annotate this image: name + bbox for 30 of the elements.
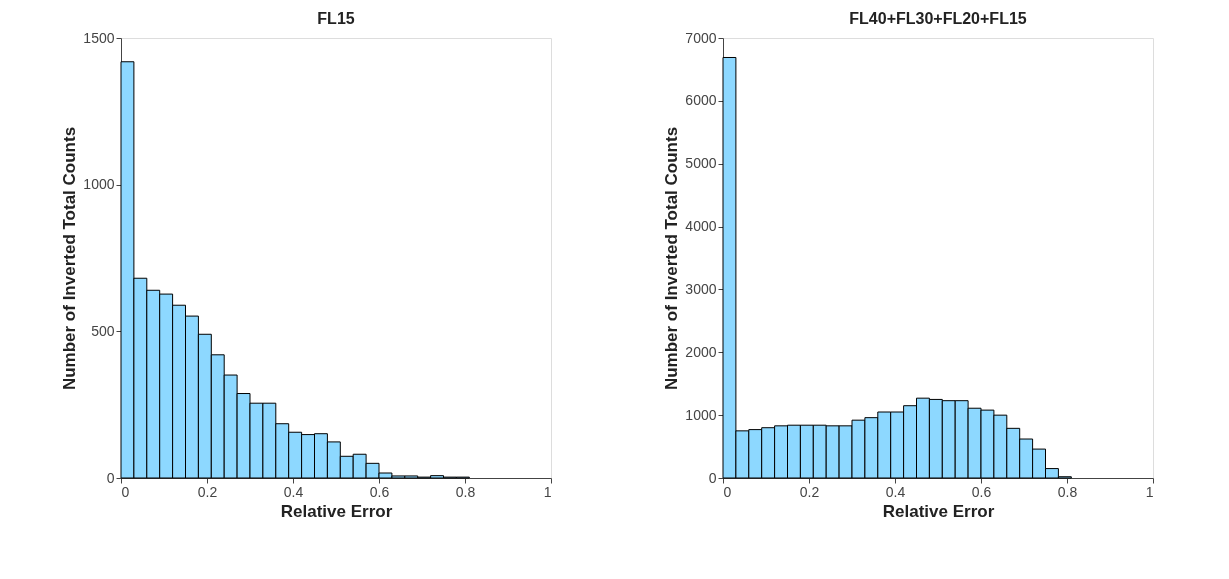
x-tick-label: 0.8 bbox=[455, 483, 476, 500]
y-tick-label: 1500 bbox=[83, 29, 115, 46]
y-tick-label: 500 bbox=[91, 322, 115, 339]
x-tick-label: 0 bbox=[121, 483, 130, 500]
x-tick-label: 1 bbox=[1145, 483, 1154, 500]
y-tick-label: 7000 bbox=[685, 29, 717, 46]
x-tick-label: 0.4 bbox=[283, 483, 304, 500]
y-tick-label: 3000 bbox=[685, 280, 717, 297]
x-tick-label: 0.8 bbox=[1057, 483, 1078, 500]
y-tick-label: 4000 bbox=[685, 218, 717, 235]
y-tick-label: 0 bbox=[708, 469, 717, 486]
x-tick-label: 0.6 bbox=[971, 483, 992, 500]
y-tick-label: 2000 bbox=[685, 343, 717, 360]
x-tick-label: 1 bbox=[543, 483, 552, 500]
x-tick-label: 0.2 bbox=[197, 483, 218, 500]
x-axis-title: Relative Error bbox=[280, 501, 393, 521]
y-tick-label: 1000 bbox=[83, 176, 115, 193]
x-axis-title: Relative Error bbox=[882, 501, 995, 521]
y-tick-label: 6000 bbox=[685, 92, 717, 109]
y-axis-title: Number of Inverted Total Counts bbox=[60, 126, 80, 391]
x-tick-label: 0.4 bbox=[885, 483, 906, 500]
x-tick-label: 0 bbox=[723, 483, 732, 500]
chart-title: FL15 bbox=[317, 10, 355, 27]
y-tick-label: 0 bbox=[106, 469, 115, 486]
y-tick-label: 5000 bbox=[685, 155, 717, 172]
y-tick-label: 1000 bbox=[685, 406, 717, 423]
x-tick-label: 0.2 bbox=[799, 483, 820, 500]
chart-title: FL40+FL30+FL20+FL15 bbox=[849, 10, 1027, 27]
x-tick-label: 0.6 bbox=[369, 483, 390, 500]
y-axis-title: Number of Inverted Total Counts bbox=[662, 126, 682, 391]
